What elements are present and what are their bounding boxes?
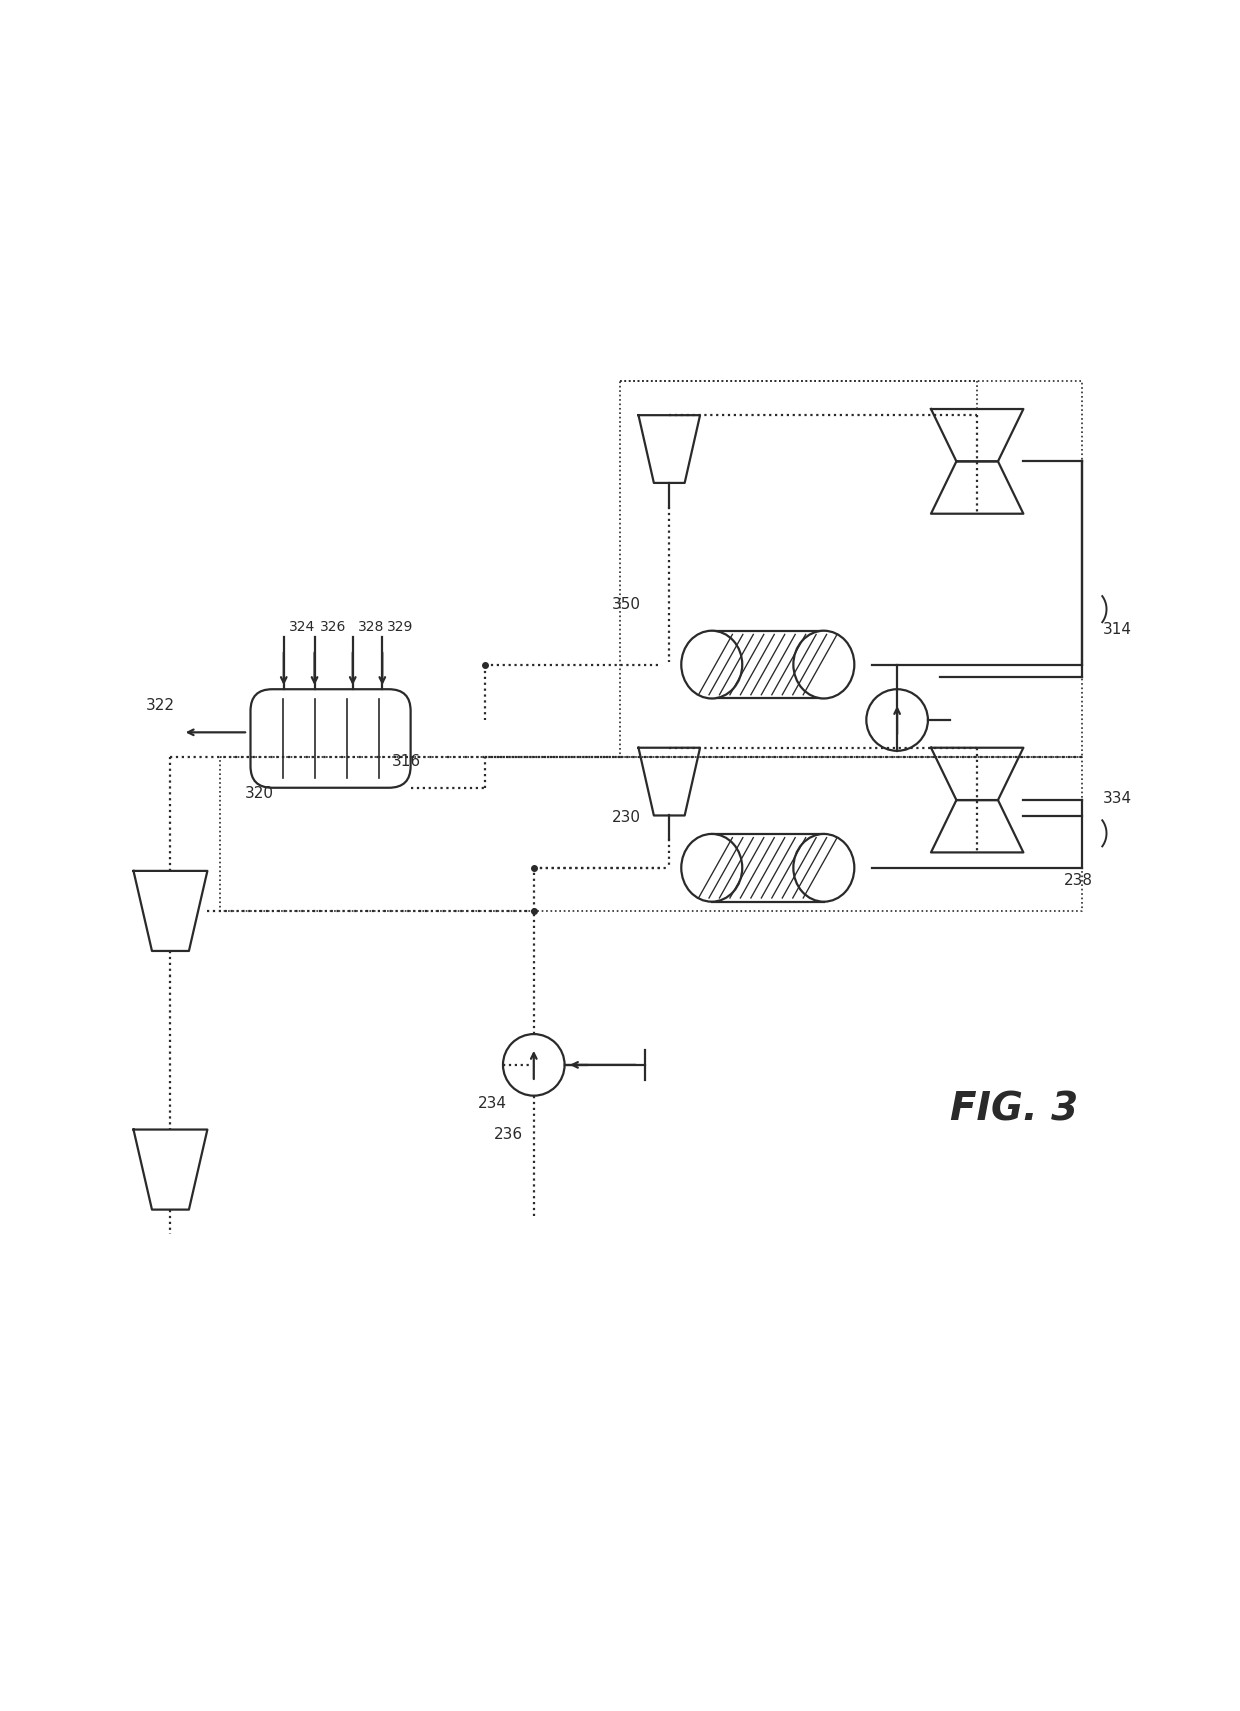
Bar <box>712 631 823 698</box>
Text: 350: 350 <box>611 597 640 613</box>
Text: 238: 238 <box>1064 873 1092 888</box>
Text: 322: 322 <box>146 698 175 713</box>
FancyBboxPatch shape <box>250 690 410 787</box>
Ellipse shape <box>794 833 854 902</box>
Text: 329: 329 <box>387 621 414 635</box>
Text: 328: 328 <box>357 621 384 635</box>
Text: 326: 326 <box>320 621 346 635</box>
Ellipse shape <box>681 833 743 902</box>
Text: FIG. 3: FIG. 3 <box>950 1090 1079 1128</box>
Text: 316: 316 <box>392 753 422 768</box>
Ellipse shape <box>794 631 854 698</box>
Text: 236: 236 <box>495 1128 523 1141</box>
Bar <box>712 833 823 902</box>
Text: 314: 314 <box>1102 621 1132 636</box>
Text: 324: 324 <box>289 621 315 635</box>
Text: 334: 334 <box>1102 790 1132 806</box>
Text: 234: 234 <box>479 1097 507 1110</box>
Text: 230: 230 <box>611 811 640 825</box>
Text: 320: 320 <box>244 785 273 801</box>
Ellipse shape <box>681 631 743 698</box>
